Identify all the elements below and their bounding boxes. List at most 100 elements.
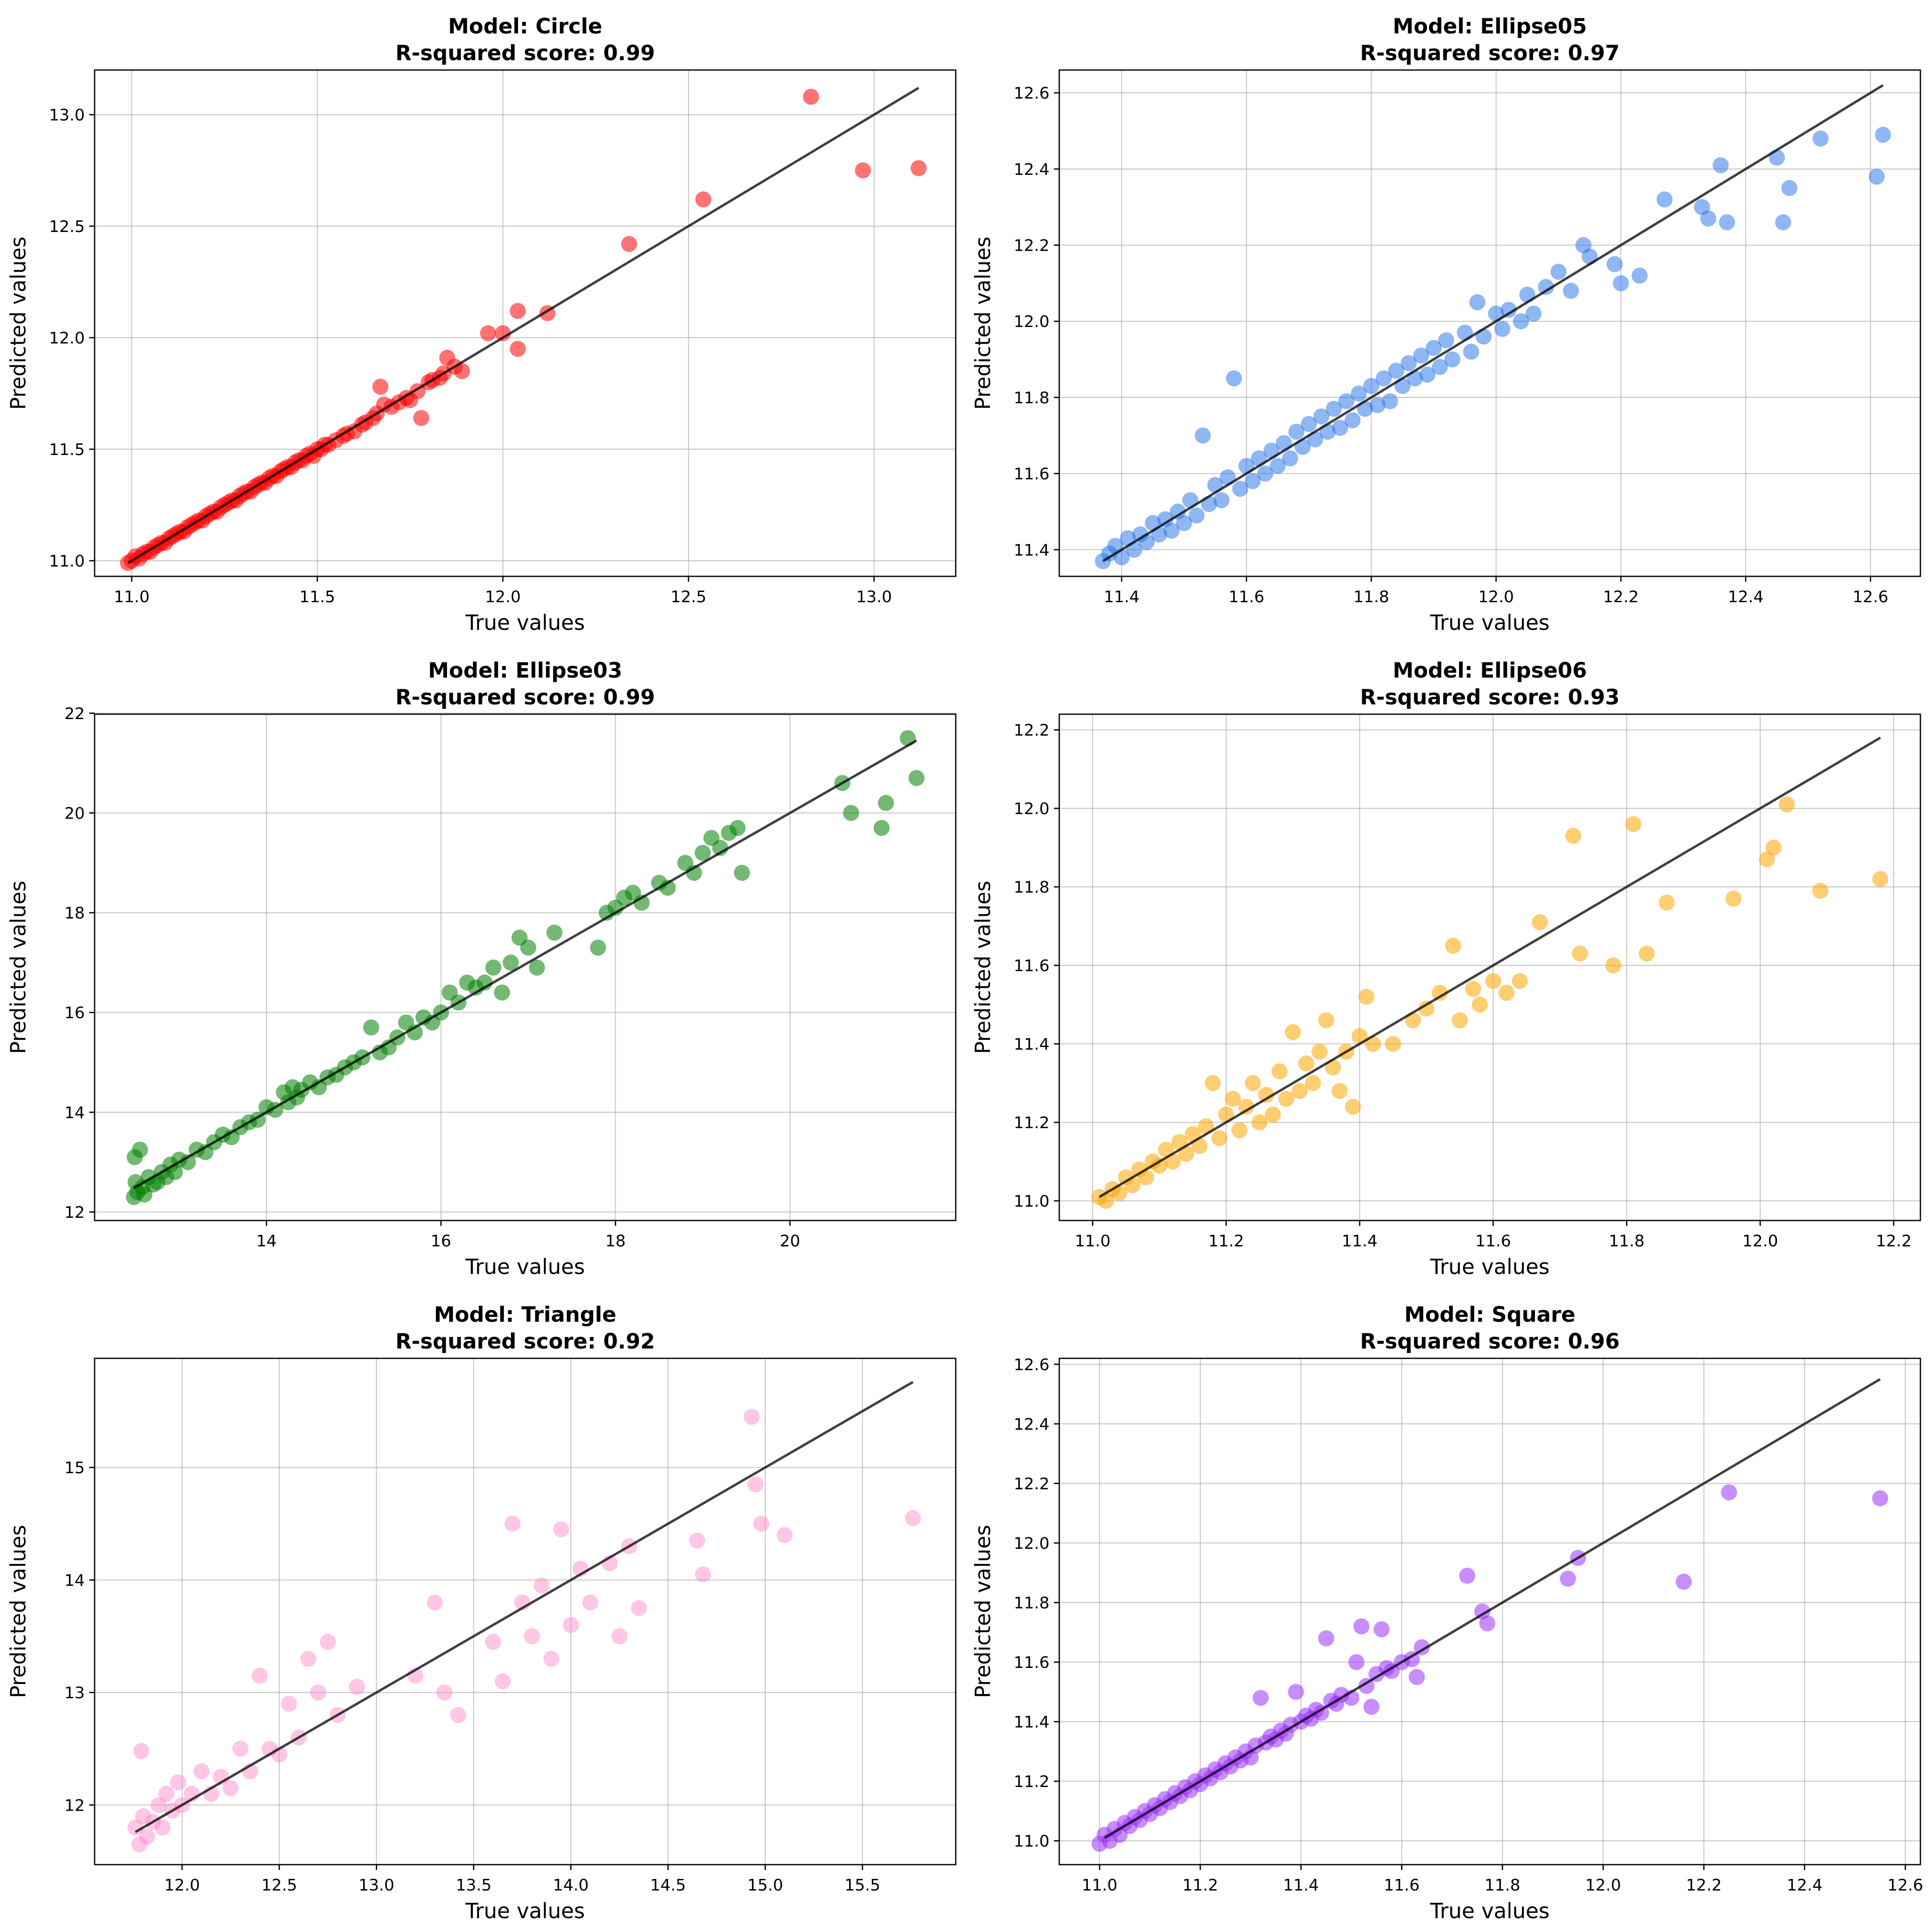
data-point <box>1358 989 1375 1005</box>
data-point <box>1872 871 1889 887</box>
y-axis-label: Predicted values <box>6 236 31 410</box>
data-point <box>1365 1036 1381 1052</box>
y-tick-label: 11.8 <box>1014 1594 1049 1612</box>
reference-line <box>135 1381 914 1833</box>
data-point <box>908 770 925 786</box>
data-point <box>1218 1106 1235 1123</box>
x-tick-label: 13.0 <box>856 588 892 606</box>
x-tick-label: 12.4 <box>1728 588 1763 606</box>
data-point <box>1781 180 1798 196</box>
chart-title: Model: Circle <box>448 14 602 39</box>
plot-frame <box>1058 713 1921 1221</box>
data-point <box>1352 1028 1368 1044</box>
x-axis-label: True values <box>1430 611 1550 635</box>
y-tick-label: 12.6 <box>1014 84 1049 103</box>
y-tick-label: 11.4 <box>1014 1713 1049 1732</box>
y-tick-label: 14 <box>64 1572 85 1590</box>
x-tick-label: 12.6 <box>1887 1876 1923 1895</box>
data-point <box>1469 294 1486 310</box>
data-point <box>504 1515 521 1532</box>
y-tick-label: 12.6 <box>1014 1356 1049 1374</box>
chart-title: Model: Ellipse05 <box>1393 14 1587 39</box>
x-axis-label: True values <box>1430 1899 1550 1924</box>
x-tick-label: 13.0 <box>359 1876 394 1895</box>
data-point <box>563 1617 579 1633</box>
x-tick-label: 12.4 <box>1787 1876 1822 1895</box>
data-point <box>878 795 894 811</box>
data-point <box>543 1651 560 1667</box>
data-point <box>1298 1055 1314 1072</box>
x-tick-label: 14.5 <box>650 1876 686 1895</box>
data-point <box>534 1577 550 1594</box>
data-point <box>319 1634 336 1650</box>
data-point <box>582 1594 598 1611</box>
data-point <box>1282 450 1298 467</box>
data-point <box>1872 1490 1888 1506</box>
x-tick-label: 11.5 <box>299 588 335 606</box>
x-tick-label: 15.5 <box>845 1876 880 1895</box>
x-tick-label: 12.0 <box>164 1876 200 1895</box>
x-tick-label: 12.0 <box>1742 1232 1778 1250</box>
data-point <box>1382 393 1398 410</box>
data-point <box>1472 997 1488 1013</box>
data-point <box>1369 397 1386 413</box>
x-tick-label: 12.5 <box>261 1876 297 1895</box>
data-point <box>1875 127 1891 143</box>
reference-line <box>133 739 917 1189</box>
data-point <box>1559 1571 1576 1587</box>
data-point <box>127 1819 144 1836</box>
y-tick-label: 12.2 <box>1014 237 1049 255</box>
data-point <box>1318 1012 1335 1029</box>
data-point <box>553 1521 569 1538</box>
data-point <box>905 1510 921 1527</box>
y-tick-label: 14 <box>64 1104 85 1122</box>
data-point <box>910 160 927 176</box>
y-tick-label: 13.0 <box>49 106 85 124</box>
x-tick-label: 15.0 <box>747 1876 783 1895</box>
chart-title: Model: Square <box>1404 1303 1576 1327</box>
x-axis-label: True values <box>465 1899 585 1924</box>
data-point <box>1775 214 1791 231</box>
data-point <box>1205 1075 1221 1092</box>
data-point <box>630 1600 647 1616</box>
data-point <box>529 960 545 976</box>
data-point <box>1318 1630 1335 1647</box>
data-point <box>1500 302 1517 318</box>
y-tick-label: 22 <box>64 705 85 723</box>
data-point <box>1485 973 1501 989</box>
data-point <box>133 1743 149 1759</box>
data-point <box>1431 985 1448 1001</box>
data-point <box>1363 378 1380 394</box>
x-tick-label: 11.4 <box>1283 1876 1319 1895</box>
y-tick-label: 12.0 <box>1014 800 1049 818</box>
x-tick-label: 11.4 <box>1342 1232 1377 1250</box>
y-tick-label: 18 <box>64 904 85 923</box>
y-axis-label: Predicted values <box>971 1525 995 1698</box>
data-point <box>413 410 430 426</box>
data-point <box>1345 1098 1361 1115</box>
data-point <box>1656 191 1673 208</box>
data-point <box>1151 1157 1168 1174</box>
data-point <box>1288 423 1305 440</box>
data-point <box>1191 1138 1208 1154</box>
data-point <box>1353 1618 1370 1634</box>
data-point <box>135 1808 151 1824</box>
data-point <box>154 1819 171 1836</box>
chart-title: Model: Ellipse06 <box>1393 658 1587 683</box>
data-point <box>1363 1699 1380 1715</box>
data-point <box>1765 840 1782 856</box>
x-tick-label: 11.0 <box>1082 1876 1117 1895</box>
x-tick-label: 12.0 <box>485 588 521 606</box>
data-point <box>1388 363 1405 379</box>
data-point <box>150 1797 167 1813</box>
data-point <box>1605 957 1621 974</box>
data-point <box>1812 882 1828 899</box>
chart-subtitle: R-squared score: 0.96 <box>1360 1329 1620 1354</box>
data-point <box>1779 796 1795 813</box>
data-point <box>300 1651 317 1667</box>
data-point <box>1465 980 1481 997</box>
x-tick-label: 11.6 <box>1475 1232 1511 1250</box>
